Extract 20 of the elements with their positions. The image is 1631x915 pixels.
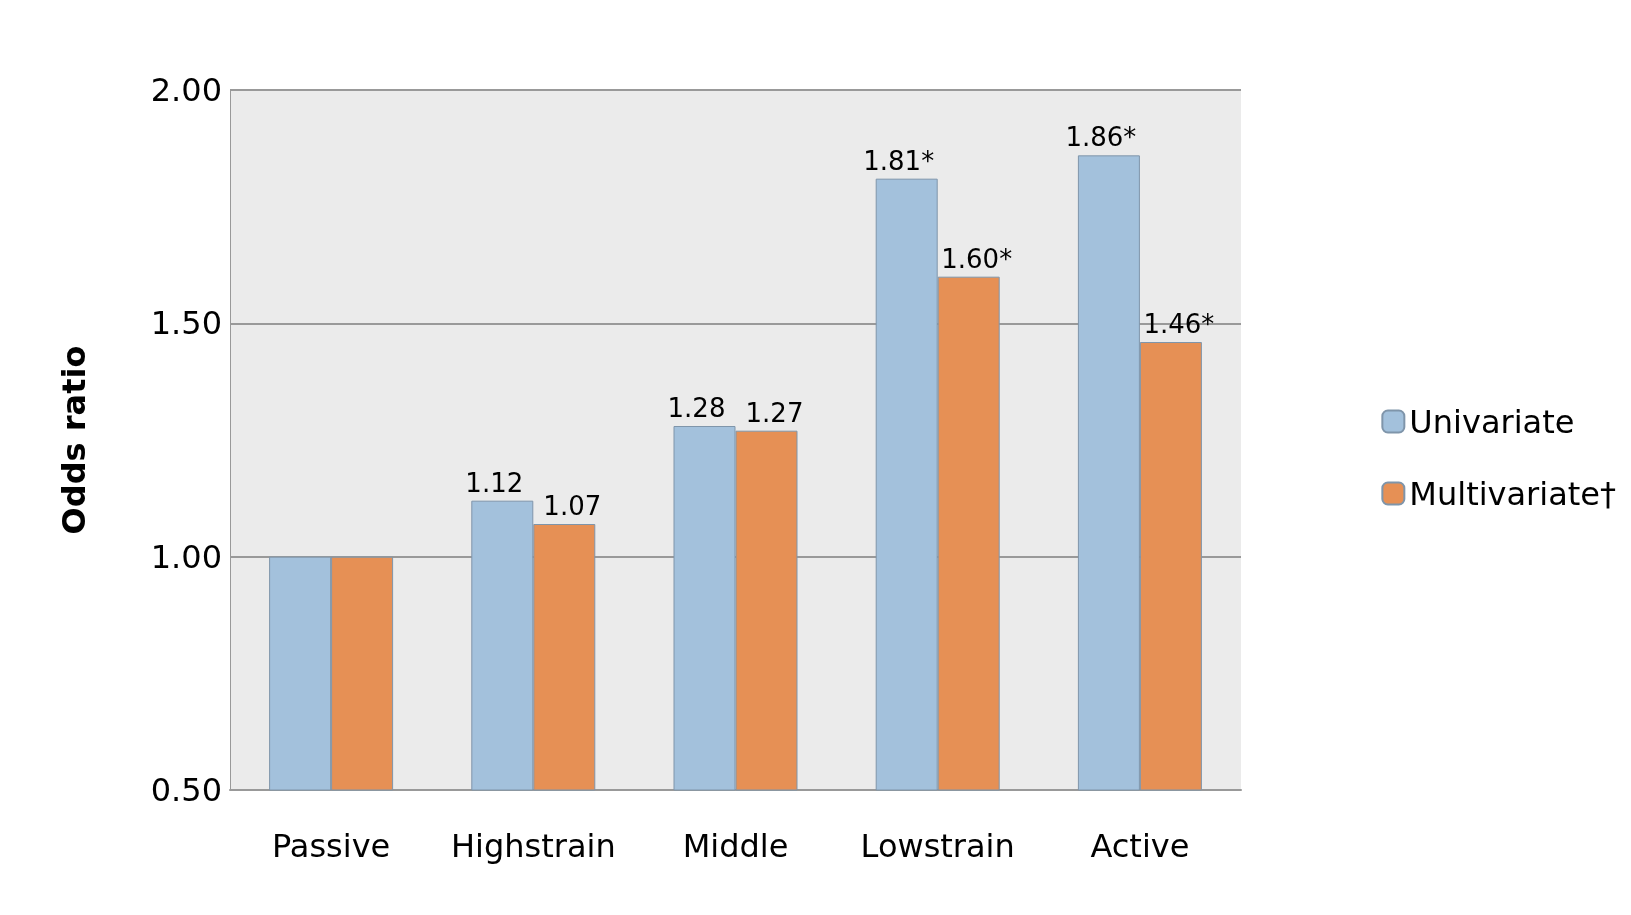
legend-label: Univariate (1409, 402, 1575, 441)
data-label: 1.60* (941, 243, 1013, 274)
y-tick-label: 0.50 (150, 771, 222, 809)
data-label: 1.27 (745, 397, 804, 428)
data-label: 1.12 (465, 467, 524, 498)
x-tick-label: Passive (271, 827, 391, 865)
data-label: 1.81* (863, 145, 935, 176)
x-tick-label: Active (1090, 827, 1190, 865)
y-tick-label: 1.50 (150, 304, 222, 343)
x-tick-label: Lowstrain (860, 827, 1015, 865)
data-label: 1.46* (1143, 309, 1215, 339)
y-axis-title: Odds ratio (55, 345, 93, 535)
data-label: 1.07 (543, 491, 602, 521)
legend-label: Multivariate† (1409, 474, 1616, 513)
data-label: 1.86* (1065, 122, 1137, 153)
x-tick-label: Middle (682, 827, 789, 865)
y-tick-label: 1.00 (150, 537, 222, 576)
y-tick-label: 2.00 (150, 71, 222, 109)
x-tick-label: Highstrain (450, 827, 616, 865)
data-label: 1.28 (667, 393, 726, 423)
